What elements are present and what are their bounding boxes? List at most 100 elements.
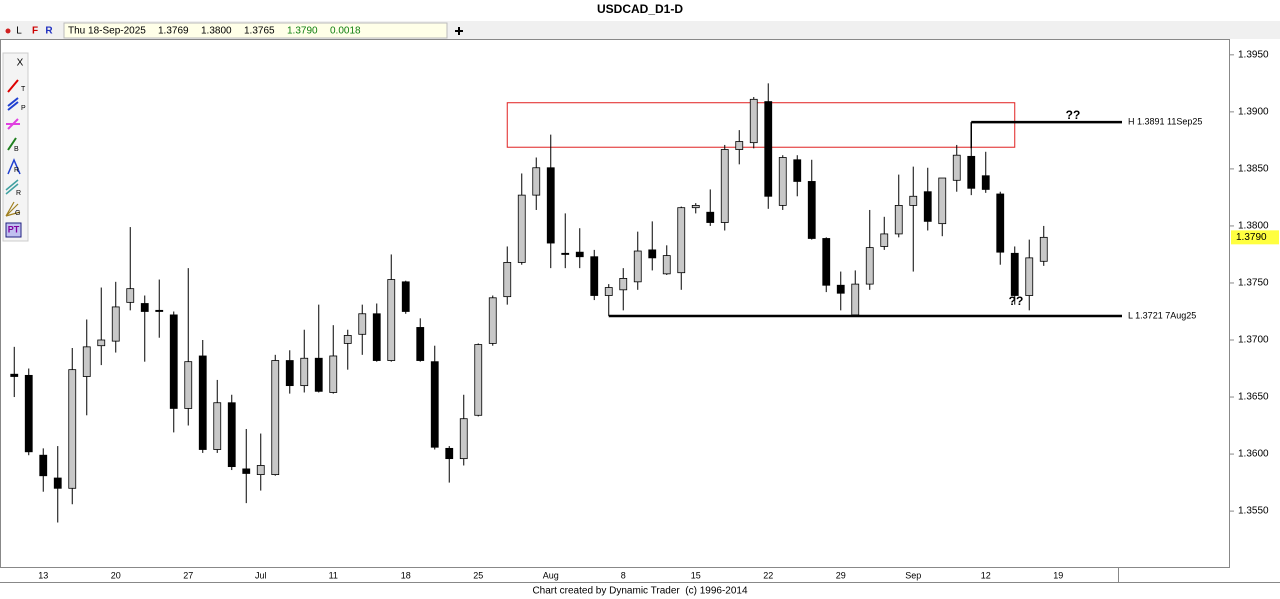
- candle-body: [720, 149, 729, 223]
- info-low: 1.3765: [244, 26, 275, 37]
- y-tick-label: 1.3600: [1238, 449, 1269, 460]
- tool-icon: [5, 183, 19, 195]
- candle-body: [445, 447, 454, 460]
- candle-body: [662, 255, 671, 275]
- candle-body: [300, 357, 309, 387]
- candle-body: [822, 238, 831, 286]
- tool-icon: [7, 97, 19, 107]
- menu-item[interactable]: F: [32, 26, 38, 37]
- tool-label[interactable]: B: [14, 146, 19, 153]
- info-close: 1.3790: [287, 26, 318, 37]
- candle-body: [474, 344, 483, 416]
- tools: X T P B R R G PT: [5, 58, 26, 238]
- tool-icon: [5, 222, 22, 238]
- candle-body: [416, 327, 425, 361]
- level-label: H 1.3891 11Sep25: [1128, 117, 1202, 127]
- candle-body: [184, 361, 193, 409]
- candle-body: [82, 346, 91, 377]
- x-tick-label: 22: [763, 570, 773, 580]
- candle-body: [532, 167, 541, 196]
- price-label-box: [1231, 230, 1279, 245]
- candle-body: [68, 369, 77, 489]
- x-tick-label: 19: [1053, 570, 1063, 580]
- candle-body: [633, 250, 642, 283]
- candle-body: [140, 303, 149, 312]
- tool-label[interactable]: R: [14, 167, 19, 174]
- tool-close[interactable]: X: [17, 58, 24, 69]
- candle-body: [271, 360, 280, 476]
- candle-body: [619, 278, 628, 291]
- candle-body: [401, 281, 410, 312]
- candle-body: [691, 205, 700, 209]
- candle-body: [459, 418, 468, 460]
- candle-body: [97, 339, 106, 347]
- candle-body: [546, 167, 555, 244]
- tool-label[interactable]: PT: [8, 224, 20, 234]
- candle-body: [735, 141, 744, 150]
- candle-body: [169, 314, 178, 409]
- candle-body: [894, 205, 903, 235]
- x-tick-label: 20: [111, 570, 121, 580]
- candle-body: [285, 360, 294, 387]
- chart-title: USDCAD_D1-D: [597, 2, 683, 16]
- tool-icon: [5, 201, 21, 217]
- menu-item[interactable]: L: [16, 26, 22, 37]
- y-tick-label: 1.3650: [1238, 392, 1269, 403]
- x-tick-label: 11: [329, 570, 338, 580]
- candle-body: [126, 288, 135, 303]
- candle-body: [242, 468, 251, 474]
- candle-body: [749, 98, 758, 144]
- candle-body: [213, 402, 222, 450]
- candle-body: [996, 193, 1005, 253]
- candle-body: [851, 283, 860, 316]
- candle-body: [706, 211, 715, 223]
- candle-body: [938, 177, 947, 225]
- menu-dot[interactable]: [5, 28, 11, 34]
- ohlc-box: [63, 22, 448, 39]
- tool-icon: [7, 79, 19, 93]
- candle-body: [256, 465, 265, 476]
- price-label: 1.3790: [1236, 232, 1267, 243]
- menu-item[interactable]: R: [45, 26, 53, 37]
- info-date: Thu 18-Sep-2025: [68, 26, 146, 37]
- candle-body: [387, 279, 396, 361]
- candle-body: [778, 157, 787, 206]
- candle-body: [343, 335, 352, 344]
- candle-body: [155, 309, 164, 312]
- tool-label[interactable]: P: [21, 105, 26, 112]
- x-tick-label: 25: [473, 570, 483, 580]
- candle-body: [372, 313, 381, 361]
- candle-body: [793, 159, 802, 182]
- candle-body: [604, 287, 613, 296]
- x-tick-label: Sep: [905, 570, 921, 580]
- info-open: 1.3769: [158, 26, 189, 37]
- annotation: ??: [1066, 108, 1081, 122]
- candle-body: [314, 357, 323, 392]
- y-tick-label: 1.3950: [1238, 49, 1269, 60]
- candle-body: [923, 191, 932, 222]
- candle-body: [53, 477, 62, 489]
- footer: Chart created by Dynamic Trader (c) 1996…: [532, 586, 748, 597]
- candle-body: [10, 373, 19, 377]
- candle-body: [981, 175, 990, 190]
- y-tick-label: 1.3900: [1238, 107, 1269, 118]
- candle-body: [952, 154, 961, 181]
- candle-body: [865, 247, 874, 285]
- tool-label[interactable]: R: [16, 190, 21, 197]
- candle-body: [967, 155, 976, 189]
- tool-label[interactable]: G: [15, 210, 20, 217]
- tool-icon: [7, 101, 19, 111]
- y-tick-label: 1.3700: [1238, 335, 1269, 346]
- zone: [506, 102, 1016, 148]
- add-button[interactable]: [455, 27, 463, 35]
- x-tick-label: 18: [401, 570, 411, 580]
- candle-body: [503, 262, 512, 298]
- tool-label[interactable]: T: [21, 86, 26, 93]
- annotation: ??: [1009, 294, 1024, 308]
- candle-body: [488, 297, 497, 344]
- candle-body: [198, 355, 207, 450]
- candle-body: [430, 361, 439, 448]
- candle-body: [764, 101, 773, 197]
